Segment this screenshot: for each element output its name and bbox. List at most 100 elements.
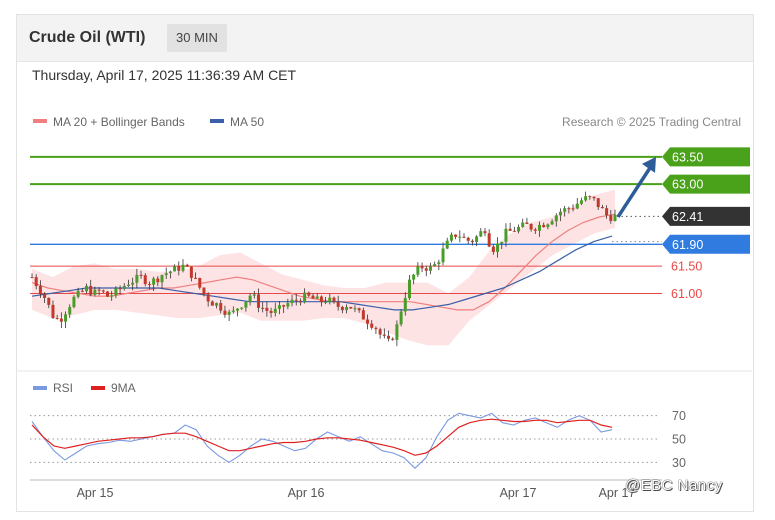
candle-body (110, 295, 114, 297)
candle-body (294, 299, 298, 301)
candle-body (51, 304, 55, 318)
candle-body (563, 208, 567, 212)
candle-body (93, 289, 97, 295)
candle-body (290, 299, 294, 304)
legend-label-0: MA 20 + Bollinger Bands (53, 115, 185, 129)
candle-body (277, 305, 281, 309)
candle-body (34, 277, 38, 287)
target-arrow-shaft (616, 166, 652, 218)
candle-body (198, 278, 202, 288)
level-tag-1 (662, 174, 750, 194)
candle-body (173, 266, 177, 272)
candle-body (340, 306, 344, 311)
candle-body (328, 297, 332, 302)
candle-body (202, 287, 206, 295)
candle-body (521, 222, 525, 227)
x-tick-3: Apr 17 (599, 486, 636, 500)
candle-body (361, 310, 365, 320)
level-label-0: 63.50 (672, 150, 703, 164)
candle-body (252, 294, 256, 296)
candle-body (491, 246, 495, 252)
candle-body (236, 308, 240, 311)
candle-body (454, 234, 458, 237)
candle-body (374, 327, 378, 330)
candle-body (122, 285, 126, 289)
candle-body (399, 311, 403, 325)
candle-body (517, 226, 521, 232)
watermark: @EBC Nancy (625, 477, 723, 494)
bollinger-band (32, 189, 615, 346)
candle-body (244, 301, 248, 308)
candle-body (38, 286, 42, 295)
candle-body (307, 292, 311, 296)
candle-body (336, 301, 340, 307)
candle-body (546, 224, 550, 228)
candle-body (72, 296, 76, 308)
rsi-tick-2: 30 (672, 456, 686, 470)
candle-body (470, 240, 474, 243)
candle-body (458, 236, 462, 238)
candle-body (533, 229, 537, 231)
candle-body (370, 323, 374, 328)
candle-body (261, 307, 265, 309)
candle-body (445, 240, 449, 249)
candle-body (223, 310, 227, 315)
candle-body (30, 277, 34, 279)
candle-body (185, 264, 189, 267)
candle-body (248, 295, 252, 302)
candle-body (89, 285, 93, 295)
timeframe-badge[interactable]: 30 MIN (167, 24, 227, 52)
rsi-tick-0: 70 (672, 409, 686, 423)
candle-body (605, 208, 609, 216)
candle-body (156, 278, 160, 283)
rsi-legend-label-1: 9MA (111, 381, 136, 395)
candle-body (55, 317, 59, 319)
candle-body (59, 318, 63, 322)
candle-body (558, 211, 562, 216)
candle-body (609, 215, 613, 221)
candle-body (525, 222, 529, 225)
rsi-legend-swatch-1 (91, 386, 105, 390)
level-label-4: 61.50 (671, 260, 702, 274)
level-label-3: 61.90 (672, 238, 703, 252)
candle-body (97, 289, 101, 291)
candle-body (269, 310, 273, 313)
candle-body (265, 307, 269, 311)
x-tick-2: Apr 17 (500, 486, 537, 500)
candle-body (286, 303, 290, 307)
candle-body (152, 278, 156, 285)
candle-body (412, 274, 416, 280)
candle-body (441, 248, 445, 263)
candle-body (382, 334, 386, 336)
candle-body (366, 319, 370, 324)
level-tag-3 (662, 234, 750, 254)
candle-body (76, 290, 80, 297)
candle-body (613, 214, 617, 221)
candle-body (80, 290, 84, 292)
legend-swatch-1 (210, 119, 224, 123)
candle-body (139, 274, 143, 276)
candle-body (105, 291, 109, 297)
candle-body (194, 277, 198, 279)
candle-body (395, 324, 399, 340)
candle-body (584, 196, 588, 201)
candle-body (416, 266, 420, 275)
candle-body (479, 231, 483, 237)
candle-body (181, 264, 185, 271)
candle-body (160, 275, 164, 283)
candle-body (483, 231, 487, 234)
x-tick-0: Apr 15 (77, 486, 114, 500)
candle-body (126, 284, 130, 286)
candle-body (512, 230, 516, 232)
target-arrow-head (642, 156, 656, 173)
instrument-title: Crude Oil (WTI) (29, 29, 146, 46)
candle-body (256, 294, 260, 308)
candle-body (592, 196, 596, 199)
candle-body (303, 292, 307, 303)
candle-body (391, 338, 395, 340)
candle-body (462, 236, 466, 238)
candle-body (345, 306, 349, 311)
candle-body (403, 298, 407, 312)
candle-body (579, 200, 583, 204)
